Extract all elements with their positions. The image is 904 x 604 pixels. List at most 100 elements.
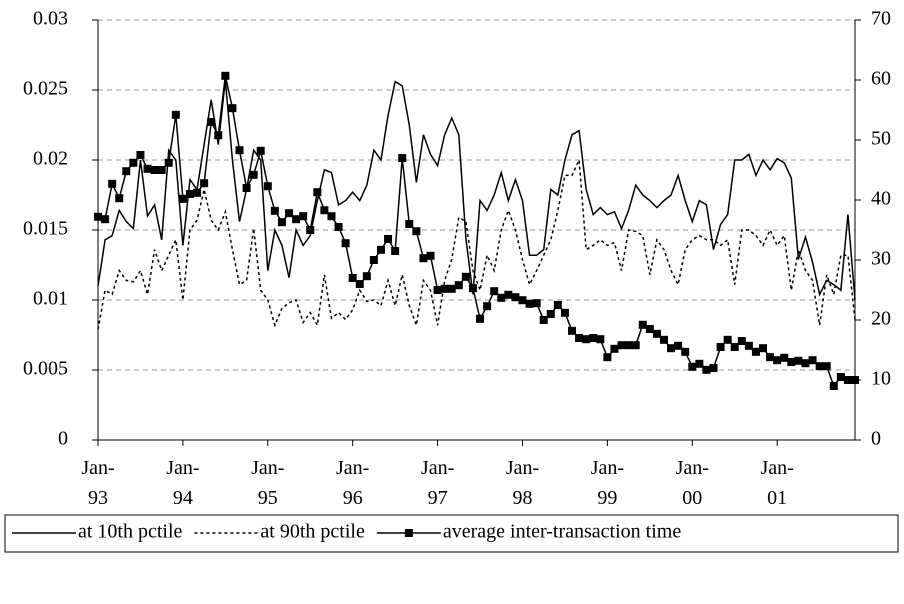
series-marker (348, 274, 357, 282)
series-marker (822, 362, 831, 371)
series-marker (433, 286, 442, 294)
legend-box (4, 514, 899, 553)
series-marker (539, 316, 548, 324)
series-marker (313, 188, 322, 197)
series-marker (164, 158, 173, 167)
series-marker (306, 226, 315, 234)
series-marker (362, 272, 371, 281)
series-marker (553, 301, 562, 309)
series-marker (193, 188, 202, 197)
series-line (97, 80, 856, 301)
series-marker (207, 118, 216, 126)
legend-label: at 10th pctile (78, 521, 183, 543)
series-marker (617, 341, 626, 350)
y2-tick-label: 30 (871, 248, 891, 270)
series-marker (829, 382, 838, 390)
series-marker (483, 302, 492, 311)
series-marker (249, 170, 258, 179)
y2-tick-label: 10 (871, 368, 891, 390)
series-marker (730, 343, 739, 351)
series-marker (277, 218, 286, 227)
series-marker (391, 247, 400, 255)
series-marker (270, 206, 279, 215)
series-marker (546, 310, 555, 318)
series-marker (476, 314, 485, 323)
series-marker (242, 184, 251, 192)
series-marker (808, 356, 817, 365)
series-marker (228, 104, 237, 113)
y-tick-label: 0.015 (23, 218, 68, 240)
series-marker (214, 131, 223, 140)
series-marker (369, 256, 378, 264)
y-tick-label: 0 (58, 428, 68, 450)
series-marker (405, 220, 414, 228)
series-marker (94, 212, 102, 221)
series-marker (596, 335, 605, 344)
series-marker (773, 356, 782, 365)
series-marker (575, 334, 584, 342)
series-marker (299, 212, 308, 221)
series-marker (709, 364, 718, 372)
x-tick-label: Jan- 98 (505, 457, 540, 509)
series-marker (334, 223, 343, 231)
series-marker (794, 356, 803, 365)
series-marker (320, 206, 329, 215)
y-tick-label: 0.025 (23, 78, 68, 100)
series-marker (143, 164, 152, 173)
series-marker (419, 254, 428, 263)
series-marker (702, 365, 711, 374)
series-marker (659, 335, 668, 344)
y-tick-label: 0.03 (33, 8, 68, 30)
series-marker (115, 194, 124, 203)
series-marker (171, 110, 180, 119)
series-marker (256, 146, 265, 155)
series-marker (751, 347, 760, 356)
series-marker (723, 335, 732, 344)
series-marker (652, 329, 661, 338)
legend-marker (404, 529, 413, 537)
series-marker (440, 284, 449, 293)
series-marker (454, 281, 463, 290)
y-tick-label: 0.02 (33, 148, 68, 170)
series-marker (589, 334, 598, 342)
series-marker (525, 299, 534, 308)
legend-label: average inter-transaction time (443, 521, 681, 543)
legend-label: at 90th pctile (260, 521, 365, 543)
x-tick-label: Jan- 94 (166, 457, 200, 509)
series-marker (688, 362, 697, 371)
x-tick-label: Jan- 01 (760, 457, 794, 509)
x-tick-label: Jan- 00 (675, 457, 709, 509)
series-marker (504, 290, 513, 299)
series-marker (638, 320, 647, 329)
series-marker (447, 284, 456, 293)
y2-tick-label: 60 (871, 68, 891, 90)
series-marker (836, 373, 845, 381)
series-marker (426, 251, 435, 260)
series-marker (129, 158, 138, 167)
y2-tick-label: 50 (871, 128, 891, 150)
y2-tick-label: 40 (871, 188, 891, 210)
series-marker (200, 179, 209, 188)
series-marker (759, 344, 768, 353)
series-marker (398, 154, 407, 162)
series-marker (624, 341, 633, 350)
series-marker (150, 166, 159, 174)
x-tick-label: Jan- 99 (590, 457, 625, 509)
series-marker (681, 347, 690, 356)
series-marker (285, 209, 294, 218)
series-marker (384, 235, 393, 243)
series-marker (157, 166, 166, 174)
series-marker (645, 325, 654, 333)
series-marker (674, 341, 683, 350)
series-marker (412, 227, 421, 236)
series-marker (497, 293, 506, 302)
series-marker (518, 296, 527, 305)
series-marker (843, 376, 852, 384)
series-marker (568, 326, 577, 335)
x-tick-label: Jan- 95 (251, 457, 285, 509)
series-marker (341, 239, 350, 248)
series-marker (695, 359, 704, 368)
series-marker (667, 344, 676, 353)
series-marker (327, 212, 336, 221)
